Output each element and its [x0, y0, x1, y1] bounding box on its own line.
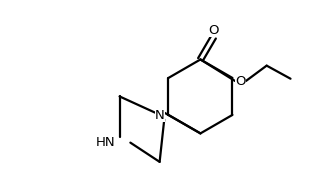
Text: N: N [155, 109, 165, 122]
Text: O: O [208, 24, 219, 37]
Text: HN: HN [96, 136, 116, 149]
Text: O: O [235, 74, 246, 87]
